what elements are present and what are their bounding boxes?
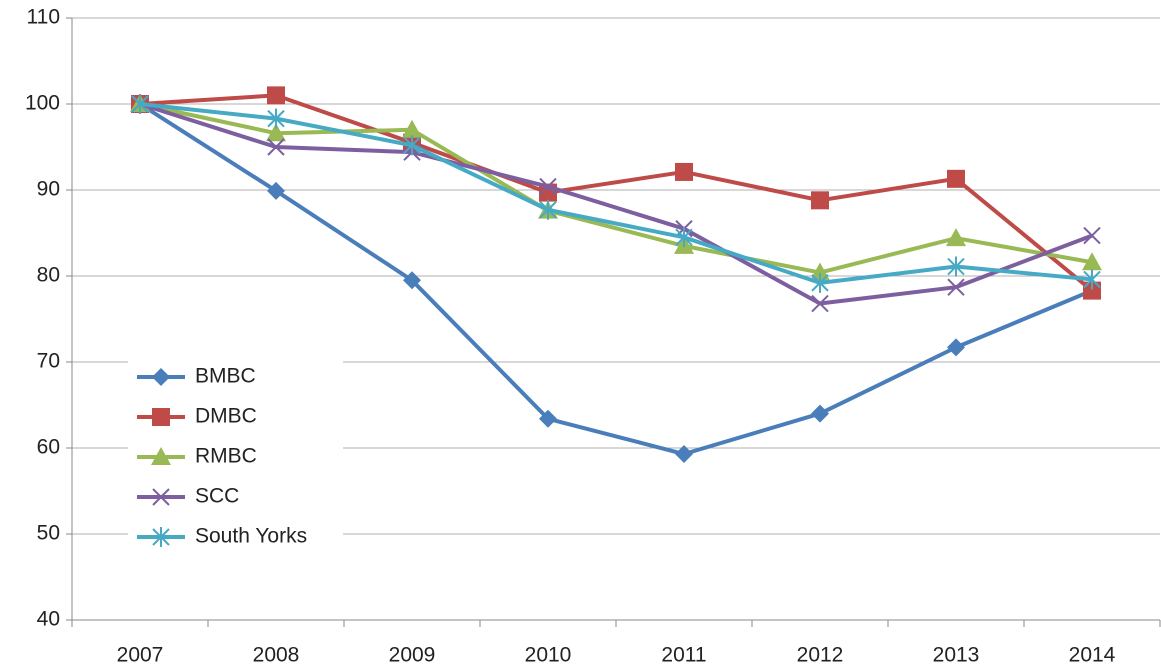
marker bbox=[152, 368, 170, 386]
x-tick-label: 2007 bbox=[117, 644, 164, 667]
y-tick-label: 80 bbox=[37, 264, 60, 287]
series-line bbox=[139, 102, 1093, 285]
marker bbox=[152, 527, 170, 547]
series-line bbox=[138, 102, 1093, 457]
marker bbox=[946, 228, 966, 247]
x-tick-label: 2011 bbox=[661, 644, 706, 667]
marker bbox=[1083, 281, 1101, 300]
y-tick-label: 40 bbox=[37, 608, 60, 631]
legend-label: BMBC bbox=[195, 365, 256, 388]
marker bbox=[811, 272, 829, 293]
marker bbox=[947, 256, 965, 277]
x-tick-label: 2014 bbox=[1069, 644, 1116, 667]
legend-label: South Yorks bbox=[195, 525, 307, 548]
x-tick-label: 2009 bbox=[389, 644, 436, 667]
series-line bbox=[139, 102, 1093, 275]
marker bbox=[1083, 269, 1101, 290]
x-tick-label: 2010 bbox=[525, 644, 572, 667]
marker bbox=[151, 447, 171, 465]
marker bbox=[675, 162, 693, 181]
y-tick-label: 110 bbox=[27, 6, 60, 29]
marker bbox=[539, 177, 557, 196]
marker bbox=[947, 338, 965, 357]
x-tick-label: 2013 bbox=[933, 644, 980, 667]
marker bbox=[1082, 252, 1102, 271]
marker bbox=[267, 138, 285, 156]
legend-label: RMBC bbox=[195, 445, 257, 468]
marker bbox=[403, 271, 421, 290]
legend-label: SCC bbox=[195, 485, 239, 508]
marker bbox=[811, 191, 829, 210]
marker bbox=[539, 199, 557, 220]
marker bbox=[267, 181, 285, 200]
y-tick-label: 100 bbox=[25, 92, 60, 115]
marker bbox=[947, 169, 965, 188]
marker bbox=[675, 227, 693, 248]
y-tick-label: 70 bbox=[37, 350, 60, 373]
x-tick-label: 2008 bbox=[253, 644, 300, 667]
marker bbox=[811, 404, 829, 423]
marker bbox=[675, 445, 693, 464]
marker bbox=[152, 408, 170, 426]
marker bbox=[539, 409, 557, 428]
marker bbox=[402, 119, 422, 138]
marker bbox=[266, 123, 286, 142]
marker bbox=[131, 94, 149, 114]
marker bbox=[403, 135, 421, 156]
marker bbox=[267, 108, 285, 129]
legend-label: DMBC bbox=[195, 405, 257, 428]
marker bbox=[267, 86, 285, 105]
marker bbox=[811, 294, 829, 313]
marker bbox=[947, 278, 965, 296]
series-line bbox=[139, 102, 1093, 306]
series-line bbox=[139, 93, 1094, 293]
y-tick-label: 60 bbox=[37, 436, 60, 459]
y-tick-label: 50 bbox=[37, 522, 60, 545]
x-tick-label: 2012 bbox=[797, 644, 844, 667]
marker bbox=[1083, 226, 1101, 245]
marker bbox=[152, 488, 170, 506]
y-tick-label: 90 bbox=[37, 178, 60, 201]
marker bbox=[810, 262, 830, 281]
